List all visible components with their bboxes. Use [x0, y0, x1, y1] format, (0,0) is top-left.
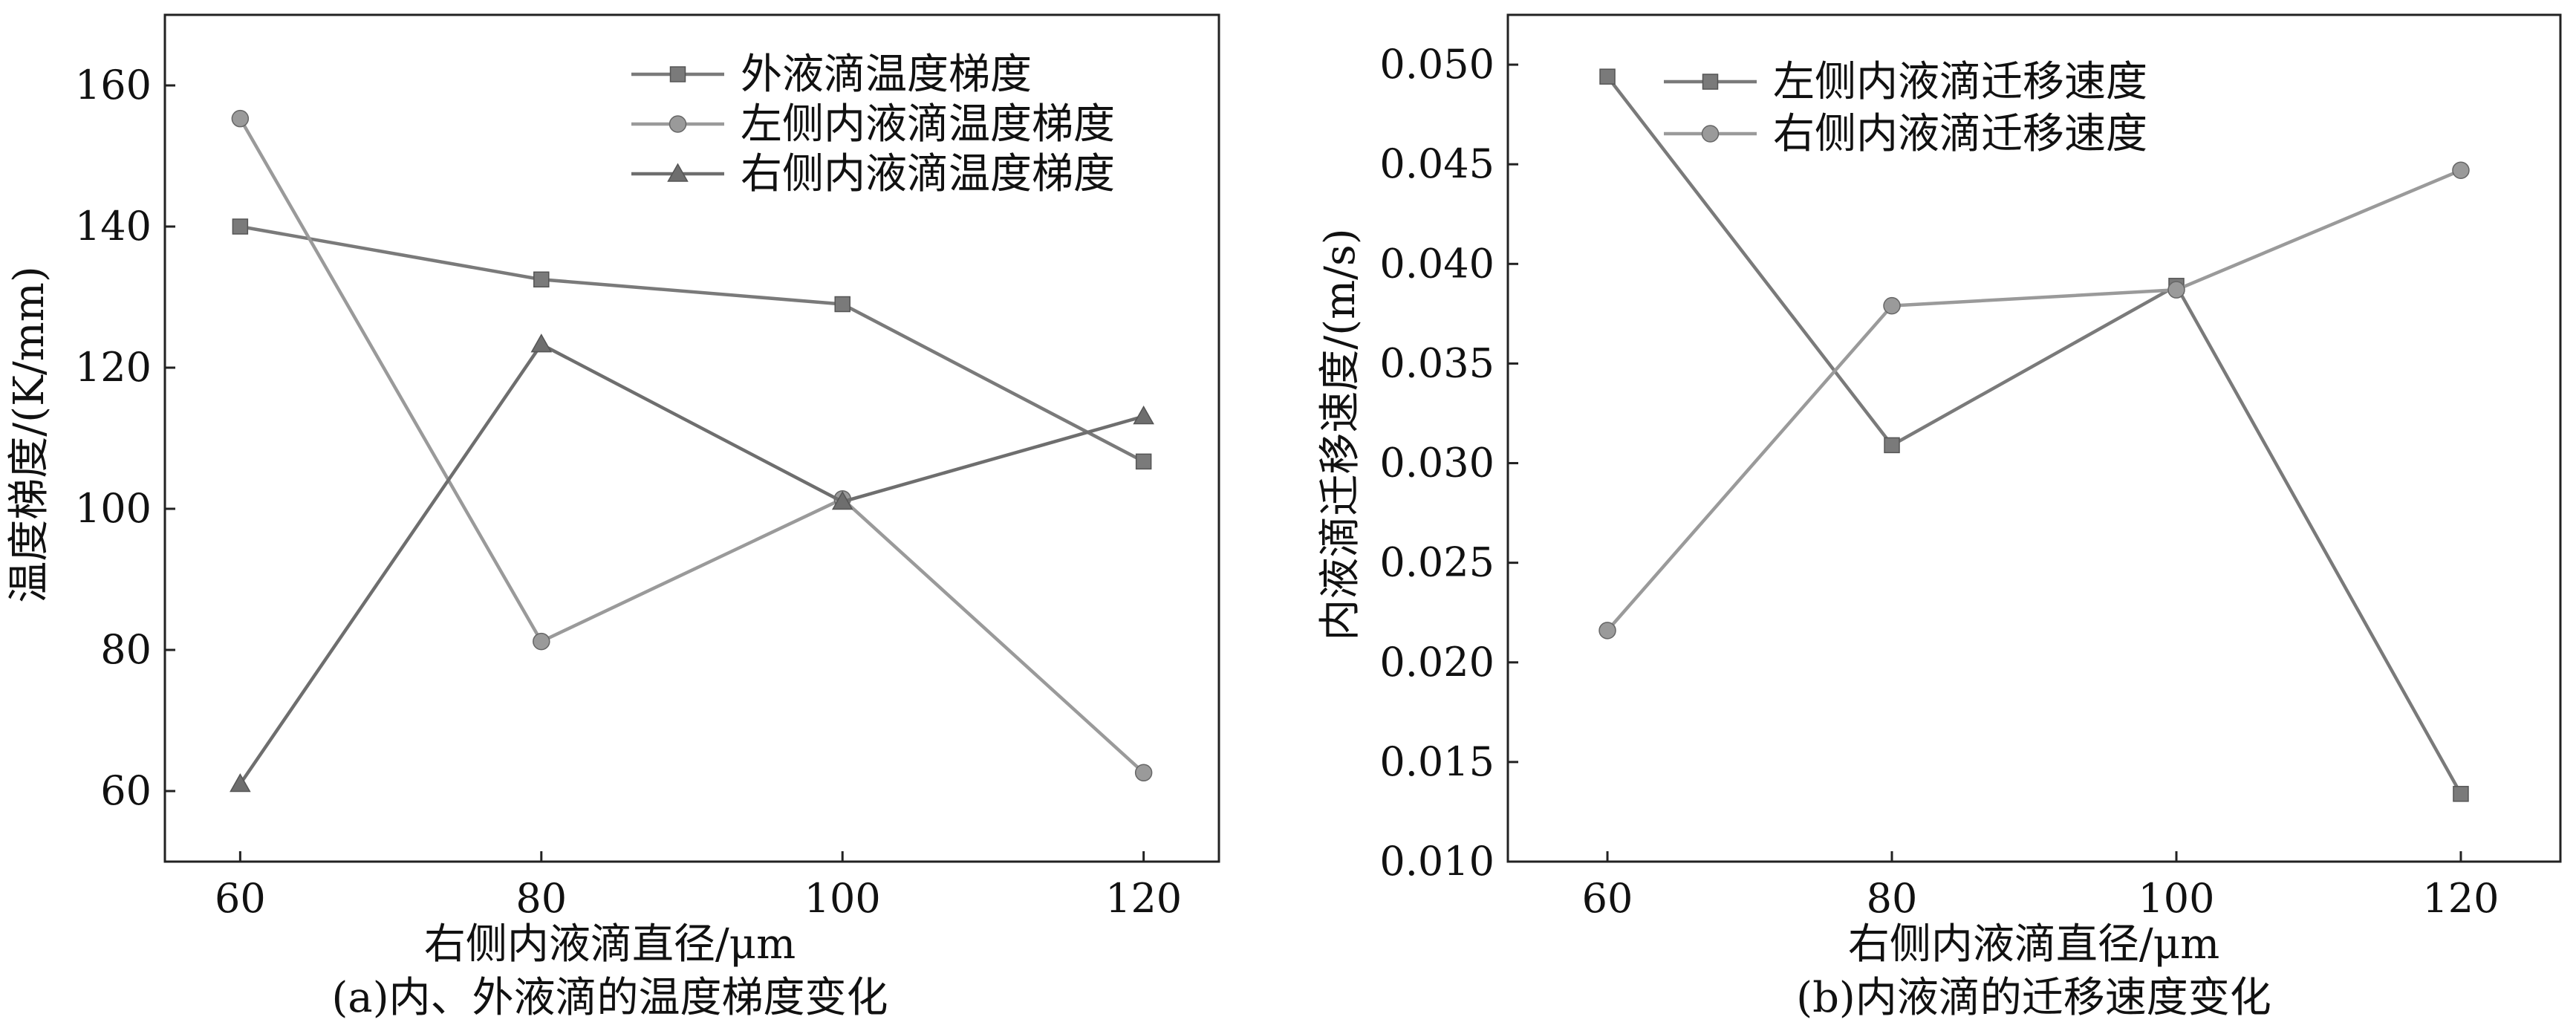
chart-b-series-1-point: [1884, 437, 1900, 454]
chart-a-series-1-point: [834, 296, 850, 313]
chart-b-series-2-point: [1883, 296, 1901, 315]
chart-a-series-3-point: [230, 772, 251, 793]
chart-b-ylabel: 内液滴迁移速度/(m/s): [1316, 228, 1365, 640]
chart-b-plot-frame: [1506, 13, 2562, 863]
chart-a-x-tick-label: 80: [515, 875, 567, 922]
chart-a-x-tick-label: 60: [215, 875, 266, 922]
chart-b-y-tick-label: 0.045: [1379, 140, 1494, 187]
chart-a-legend-marker-1: [669, 66, 686, 82]
chart-b: 60 80 100 120 0.010 0.015 0.020 0.025 0.030 0.035…: [1379, 13, 2562, 922]
chart-a-series-2-point: [231, 109, 250, 128]
chart-a-x-tick-label: 100: [804, 875, 881, 922]
chart-b-xlabel: 右侧内液滴直径/μm: [1848, 920, 2219, 969]
chart-b-legend-label-2: 右侧内液滴迁移速度: [1773, 110, 2147, 158]
chart-b-y-tick-label: 0.010: [1379, 838, 1494, 885]
chart-b-series-2-point: [1598, 622, 1616, 640]
chart-a-y-tick-label: 140: [75, 203, 152, 250]
chart-b-series-1-line: [1606, 75, 2462, 795]
chart-a-x-tick-label: 120: [1105, 875, 1182, 922]
chart-a-series-1-point: [1135, 453, 1152, 470]
chart-a-series-1-line: [239, 224, 1145, 463]
chart-a-series-3-line: [238, 342, 1145, 785]
chart-b-x-tick-label: 60: [1582, 875, 1633, 922]
chart-b-series-1-point: [1599, 68, 1616, 85]
chart-b-y-tick-label: 0.035: [1379, 339, 1494, 386]
chart-b-legend-marker-1: [1702, 74, 1719, 90]
chart-b-legend-label-1: 左侧内液滴迁移速度: [1773, 58, 2147, 106]
chart-a-xlabel: 右侧内液滴直径/μm: [424, 920, 796, 969]
chart-a-y-tick-label: 100: [75, 485, 152, 532]
chart-a-legend-label-3: 右侧内液滴温度梯度: [741, 150, 1115, 198]
chart-b-legend-marker-2: [1701, 125, 1720, 143]
chart-a-y-tick-label: 80: [100, 626, 152, 673]
chart-b-series-2-line: [1606, 169, 2462, 632]
chart-b-x-tick-label: 100: [2138, 875, 2214, 922]
chart-b-y-tick-label: 0.040: [1379, 240, 1494, 287]
chart-a-ylabel: 温度梯度/(K/mm): [5, 266, 53, 602]
chart-b-y-tick-label: 0.025: [1379, 539, 1494, 586]
chart-a-y-tick-label: 120: [75, 344, 152, 391]
chart-a-legend-marker-3: [667, 163, 689, 182]
chart-a-plot-frame: [163, 13, 1220, 863]
chart-b-series-1-point: [2453, 786, 2469, 802]
chart-a-series-1-point: [533, 271, 550, 287]
chart-a-series-3-point: [831, 490, 853, 510]
chart-b-y-tick-label: 0.020: [1379, 639, 1494, 686]
chart-a-series-1-point: [232, 218, 249, 235]
chart-a-caption: (a)内、外液滴的温度梯度变化: [331, 974, 888, 1022]
chart-b-x-tick-label: 120: [2422, 875, 2499, 922]
chart-b-y-tick-label: 0.015: [1379, 738, 1494, 785]
chart-b-series-2-point: [2167, 281, 2185, 299]
chart-b-y-tick-label: 0.050: [1379, 41, 1494, 88]
chart-a-y-tick-label: 160: [75, 62, 152, 108]
chart-a-legend-label-1: 外液滴温度梯度: [741, 51, 1032, 99]
chart-a: 60 80 100 120 60 80 100 120 140 160 外液滴温度梯度左侧内液滴温度…: [75, 13, 1220, 922]
chart-b-y-tick-label: 0.030: [1379, 440, 1494, 487]
chart-a-legend-marker-2: [669, 115, 687, 133]
chart-a-series-3-point: [1133, 406, 1154, 425]
chart-b-series-2-point: [2452, 161, 2470, 179]
chart-a-series-3-point: [530, 334, 553, 353]
chart-a-series-2-point: [1134, 764, 1153, 782]
chart-a-series-2-point: [533, 632, 550, 651]
chart-b-caption: (b)内液滴的迁移速度变化: [1796, 974, 2271, 1022]
chart-a-series-2-line: [238, 117, 1145, 774]
chart-a-legend-label-2: 左侧内液滴温度梯度: [741, 100, 1115, 149]
chart-a-y-tick-label: 60: [100, 767, 152, 814]
chart-b-x-tick-label: 80: [1867, 875, 1918, 922]
